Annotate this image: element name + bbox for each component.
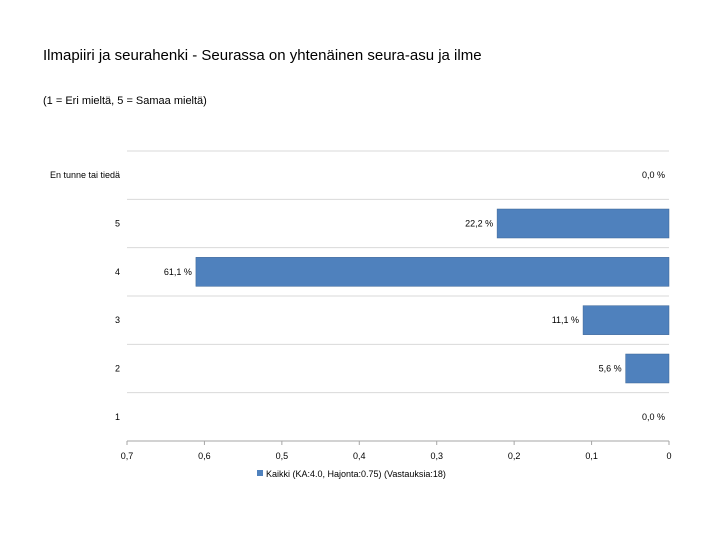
- value-label: 5,6 %: [599, 364, 622, 374]
- x-tick-label: 0,6: [198, 451, 211, 461]
- bar: [496, 208, 670, 239]
- legend-label: Kaikki (KA:4.0, Hajonta:0.75) (Vastauksi…: [266, 469, 446, 479]
- value-label: 0,0 %: [642, 412, 665, 422]
- category-label: 3: [115, 315, 120, 325]
- bar: [582, 305, 670, 335]
- value-label: 11,1 %: [552, 315, 579, 325]
- bar: [195, 257, 670, 287]
- value-label: 0,0 %: [642, 170, 665, 180]
- x-tick-label: 0,4: [353, 451, 366, 461]
- legend-swatch: [257, 470, 263, 476]
- value-label: 22,2 %: [465, 219, 493, 229]
- bar: [625, 353, 670, 384]
- category-label: En tunne tai tiedä: [50, 170, 120, 180]
- x-tick-label: 0,5: [276, 451, 289, 461]
- value-label: 61,1 %: [164, 267, 192, 277]
- x-tick-label: 0: [666, 451, 671, 461]
- category-label: 2: [115, 364, 120, 374]
- category-label: 1: [115, 412, 120, 422]
- category-label: 4: [115, 267, 120, 277]
- category-label: 5: [115, 219, 120, 229]
- chart-subtitle: (1 = Eri mieltä, 5 = Samaa mieltä): [43, 95, 207, 107]
- chart-title: Ilmapiiri ja seurahenki - Seurassa on yh…: [43, 47, 482, 64]
- x-tick-label: 0,2: [508, 451, 521, 461]
- x-tick-label: 0,3: [430, 451, 443, 461]
- x-tick-label: 0,1: [585, 451, 598, 461]
- x-tick-label: 0,7: [121, 451, 134, 461]
